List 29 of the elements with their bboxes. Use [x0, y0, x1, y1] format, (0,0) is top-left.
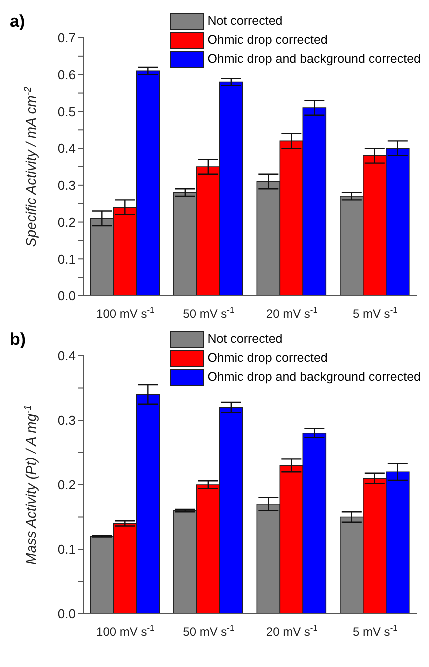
x-tick-label: 50 mV s$^{-1}$ — [183, 305, 235, 321]
y-tick-label: 0.0 — [58, 606, 76, 622]
y-tick-label: 0.7 — [58, 30, 76, 46]
x-tick-label: 100 mV s$^{-1}$ — [96, 305, 156, 321]
y-tick-label: 0.3 — [58, 178, 76, 194]
chart-title: a) — [10, 12, 26, 32]
legend-label: Not corrected — [208, 331, 283, 348]
y-tick-label: 0.6 — [58, 67, 76, 82]
y-tick-label: 0.2 — [58, 214, 76, 230]
legend-label: Ohmic drop and background corrected — [208, 369, 421, 386]
legend-label: Ohmic drop corrected — [208, 32, 328, 49]
legend-label: Ohmic drop corrected — [208, 350, 328, 367]
y-tick-label: 0.1 — [58, 542, 76, 558]
y-tick-label: 0.0 — [58, 288, 76, 304]
x-tick-label: 100 mV s$^{-1}$ — [96, 623, 156, 639]
y-tick-label: 0.4 — [58, 348, 76, 364]
y-tick-label: 0.4 — [58, 141, 76, 156]
y-tick-label: 0.2 — [58, 478, 76, 493]
x-tick-label: 5 mV s$^{-1}$ — [352, 623, 398, 639]
y-tick-label: 0.1 — [58, 252, 76, 267]
x-tick-label: 20 mV s$^{-1}$ — [266, 305, 318, 321]
x-tick-label: 50 mV s$^{-1}$ — [183, 623, 235, 639]
y-tick-label: 0.5 — [58, 104, 76, 120]
x-tick-label: 5 mV s$^{-1}$ — [352, 305, 398, 321]
y-tick-label: 0.3 — [58, 413, 76, 428]
x-tick-label: 20 mV s$^{-1}$ — [266, 623, 318, 639]
legend-label: Not corrected — [208, 13, 283, 30]
chart-title: b) — [10, 330, 26, 350]
legend-label: Ohmic drop and background corrected — [208, 51, 421, 68]
